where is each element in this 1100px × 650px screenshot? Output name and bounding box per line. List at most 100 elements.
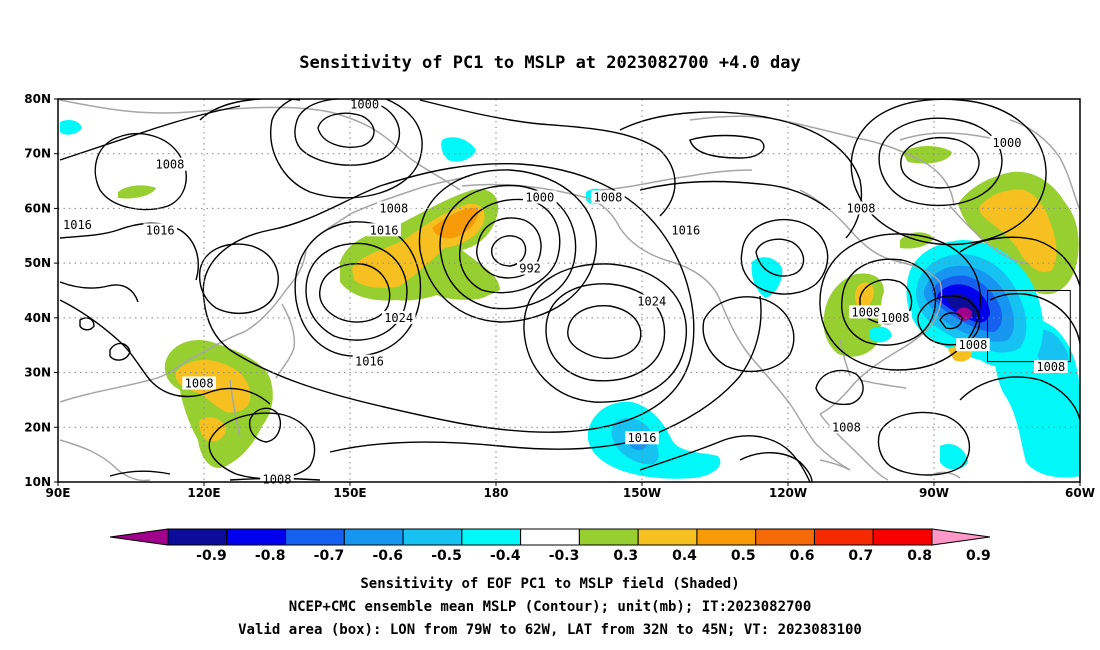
coastline [819, 459, 851, 471]
contour-label: 1008 [379, 201, 408, 215]
mslp-isobar [317, 112, 375, 148]
mslp-isobar [208, 412, 316, 480]
contour-label-background [516, 261, 544, 275]
mslp-isobar [841, 258, 937, 346]
mslp-isobar [319, 263, 391, 323]
colorbar-label: -0.3 [549, 548, 580, 564]
positive-sensitivity-region [902, 146, 952, 164]
contour-label-background [625, 431, 659, 445]
negative-sensitivity-region [870, 326, 892, 343]
colorbar-segment [637, 528, 698, 546]
contour-label-background [634, 294, 669, 308]
colorbar-label: -0.4 [490, 548, 521, 564]
mslp-isobar [639, 180, 831, 211]
mslp-isobar [439, 184, 577, 310]
colorbar-label: -0.5 [431, 548, 462, 564]
contour-label-background [377, 201, 411, 215]
colorbar-segment [872, 528, 933, 546]
contour-label-background [878, 310, 912, 324]
coastline [859, 379, 907, 389]
contour-label: 1016 [63, 218, 92, 232]
colorbar-segment [813, 528, 874, 546]
contour-label: 1016 [146, 223, 175, 237]
coastline [689, 115, 955, 207]
mslp-isobar [959, 376, 1080, 421]
mslp-isobar [202, 163, 695, 433]
contour-label-background [347, 97, 382, 111]
mslp-isobar [545, 283, 666, 382]
axis-tick-labels: 90E 120E 150E 180 150W 120W 90W 60W 10N 20N 30N 40N… [24, 92, 1095, 500]
mslp-isobar [418, 169, 597, 323]
contour-label: 1008 [1036, 360, 1065, 374]
mslp-isobar [109, 342, 131, 361]
contour-label: 1008 [155, 158, 184, 172]
mslp-isobar [94, 133, 187, 211]
mslp-isobar [59, 105, 241, 161]
colorbar-segment [402, 528, 463, 546]
mslp-isobar [689, 134, 765, 159]
contour-label-background [143, 223, 177, 237]
colorbar-segment [343, 528, 404, 546]
positive-sensitivity-region [979, 189, 1057, 273]
contour-label-background [849, 305, 883, 319]
colorbar-label: 0.7 [848, 548, 873, 564]
colorbar-label: 0.6 [790, 548, 815, 564]
y-tick-label: 30N [24, 366, 51, 380]
coastlines [59, 99, 1080, 482]
y-tick-label: 40N [24, 311, 51, 325]
x-tick-label: 150E [333, 486, 366, 500]
colorbar: -0.9 -0.8 -0.7 -0.6 -0.5 -0.4 -0.3 0.3 0.4 0.5 0.6… [109, 528, 991, 564]
colorbar-label: -0.6 [372, 548, 403, 564]
colorbar-label: -0.9 [196, 548, 227, 564]
mslp-isobar [739, 452, 813, 482]
x-tick-label: 120E [187, 486, 220, 500]
mslp-isobar [567, 305, 642, 359]
contour-label: 1008 [185, 377, 214, 391]
mslp-isobar [939, 312, 963, 330]
contour-label: 1008 [832, 420, 861, 434]
contour-label: 1000 [993, 136, 1022, 150]
positive-sensitivity-region [432, 207, 479, 239]
coastline [59, 99, 461, 191]
y-tick-label: 80N [24, 92, 51, 106]
contour-label: 1000 [525, 190, 554, 204]
mslp-isobar [270, 99, 423, 199]
positive-sensitivity-region [118, 185, 156, 199]
contour-label-background [381, 310, 416, 324]
figure-title: Sensitivity of PC1 to MSLP at 2023082700… [299, 53, 801, 73]
contour-label-background [844, 201, 878, 215]
mslp-isobar [198, 243, 279, 315]
colorbar-label: 0.5 [731, 548, 756, 564]
x-tick-label: 180 [483, 486, 508, 500]
mslp-isobar [59, 281, 139, 303]
contour-label: 992 [519, 262, 541, 276]
colorbar-segment [226, 528, 287, 546]
coastline [899, 132, 991, 141]
colorbar-segment [578, 528, 639, 546]
colorbar-label: 0.3 [613, 548, 638, 564]
contour-label-background [367, 223, 401, 237]
positive-sensitivity-region [199, 417, 226, 442]
mslp-isobar [877, 411, 971, 476]
mslp-isobar [755, 238, 805, 277]
x-tick-label: 120W [769, 486, 807, 500]
mslp-isobar [819, 233, 981, 371]
contour-label: 1016 [355, 355, 384, 369]
valid-area-box [987, 290, 1071, 363]
mslp-isobar [248, 407, 282, 443]
mslp-isobar [850, 99, 1047, 246]
caption-line-1: Sensitivity of EOF PC1 to MSLP field (Sh… [360, 576, 739, 592]
coastline [59, 439, 151, 482]
y-tick-label: 20N [24, 420, 51, 434]
contour-label: 1008 [958, 338, 987, 352]
coastline [599, 169, 753, 191]
mslp-isobar [959, 236, 1080, 287]
caption-line-2: NCEP+CMC ensemble mean MSLP (Contour); u… [289, 599, 812, 615]
mslp-isobar [740, 218, 829, 295]
coastline [59, 175, 471, 403]
colorbar-segment [520, 528, 580, 546]
contour-label-background [591, 190, 625, 204]
contour-label: 1008 [593, 190, 622, 204]
contour-label-background [523, 190, 557, 204]
